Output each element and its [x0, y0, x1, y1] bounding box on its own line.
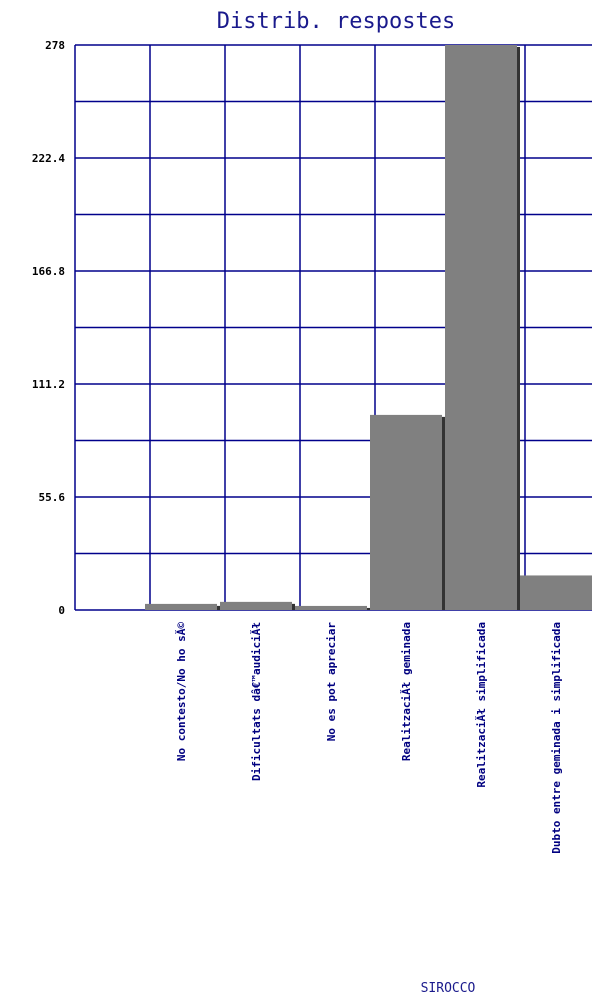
bar: [145, 603, 220, 610]
bar-fill: [295, 605, 367, 610]
x-axis-categories: No contesto/No ho sĂ© Dificultats dâ€™aud…: [175, 622, 563, 854]
y-tick-label: 55.6: [39, 491, 66, 504]
y-tick-label: 0: [58, 604, 65, 617]
bar: [295, 605, 370, 610]
bar-fill: [520, 575, 592, 610]
y-tick-label: 222.4: [32, 152, 65, 165]
bar-fill: [145, 603, 217, 610]
x-category-label: Dubto entre geminada i simplificada: [550, 622, 563, 854]
bars-group: [145, 45, 592, 610]
x-axis-label: SIROCCO: [421, 981, 476, 996]
bar-fill: [445, 45, 517, 610]
y-tick-label: 166.8: [32, 265, 65, 278]
chart-title: Distrib. respostes: [217, 9, 455, 34]
y-axis-ticks: 0 55.6 111.2 166.8 222.4 278: [32, 39, 65, 617]
x-category-label: RealitzaciĂł geminada: [400, 622, 413, 761]
y-tick-label: 111.2: [32, 378, 65, 391]
bar: [445, 45, 520, 610]
bar-fill: [370, 414, 442, 610]
y-tick-label: 278: [45, 39, 65, 52]
x-category-label: Dificultats dâ€™audiciĂł: [250, 622, 263, 781]
bar: [520, 575, 592, 610]
bar: [220, 601, 295, 610]
x-category-label: No contesto/No ho sĂ©: [175, 622, 188, 761]
bar: [370, 414, 445, 610]
bar-fill: [220, 601, 292, 610]
x-category-label: RealitzaciĂł simplificada: [475, 622, 488, 788]
x-category-label: No es pot apreciar: [325, 622, 338, 742]
